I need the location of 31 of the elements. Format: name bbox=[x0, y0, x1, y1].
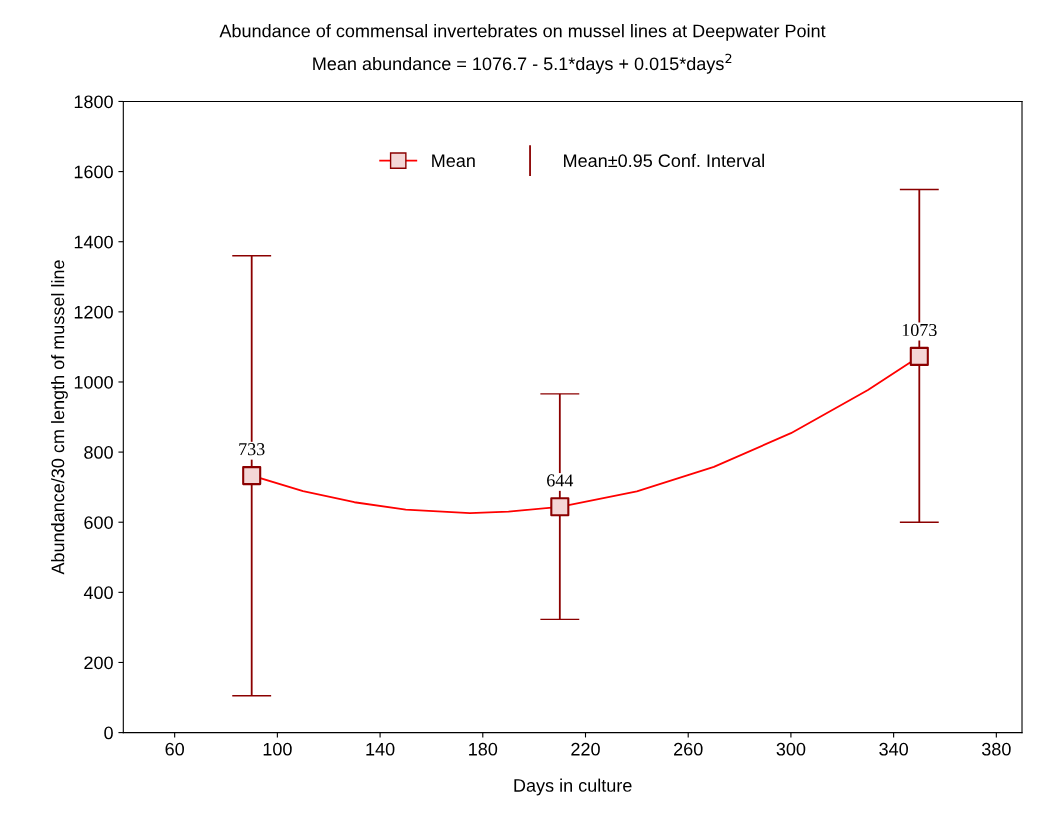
y-axis-title: Abundance/30 cm length of mussel line bbox=[51, 260, 68, 575]
point bbox=[909, 346, 929, 366]
chart-subtitle: Mean abundance = 1076.7 - 5.1*days + 0.015*days$^{2}$ bbox=[313, 53, 732, 74]
y-tick-label: 1200 bbox=[74, 305, 113, 319]
x-tick-label: 340 bbox=[879, 742, 908, 756]
x-tick-label: 180 bbox=[469, 742, 498, 756]
point bbox=[550, 497, 570, 517]
y-tick-label: 200 bbox=[84, 656, 113, 670]
x-tick-label: 140 bbox=[366, 742, 395, 756]
x-tick-label: 100 bbox=[263, 742, 292, 756]
x-tick-label: 60 bbox=[165, 742, 184, 756]
data-label: 733 bbox=[239, 443, 265, 456]
annotation: Mean±0.95 Conf. Interval bbox=[564, 153, 764, 168]
y-tick-label: 400 bbox=[83, 586, 113, 600]
y-tick-label: 1000 bbox=[74, 375, 113, 389]
y-tick-label: 600 bbox=[84, 516, 113, 529]
y-tick-label: 800 bbox=[84, 446, 113, 459]
point bbox=[242, 466, 262, 486]
data-label: 644 bbox=[547, 474, 574, 487]
y-tick-label: 1600 bbox=[74, 165, 113, 179]
chart-title: Abundance of commensal invertebrates on mussel lines at Deepwater Point bbox=[219, 24, 826, 41]
data-label: 1073 bbox=[902, 323, 937, 337]
x-tick-label: 260 bbox=[674, 742, 703, 756]
x-axis-title: Days in culture bbox=[514, 778, 632, 796]
y-tick-label: 1400 bbox=[74, 235, 113, 249]
y-tick-label: 0 bbox=[104, 726, 113, 740]
x-tick-label: 380 bbox=[981, 742, 1011, 756]
x-tick-label: 300 bbox=[776, 742, 806, 756]
legend-label: Mean bbox=[432, 154, 475, 168]
x-tick-label: 220 bbox=[571, 742, 600, 756]
y-tick-label: 1800 bbox=[74, 95, 113, 109]
